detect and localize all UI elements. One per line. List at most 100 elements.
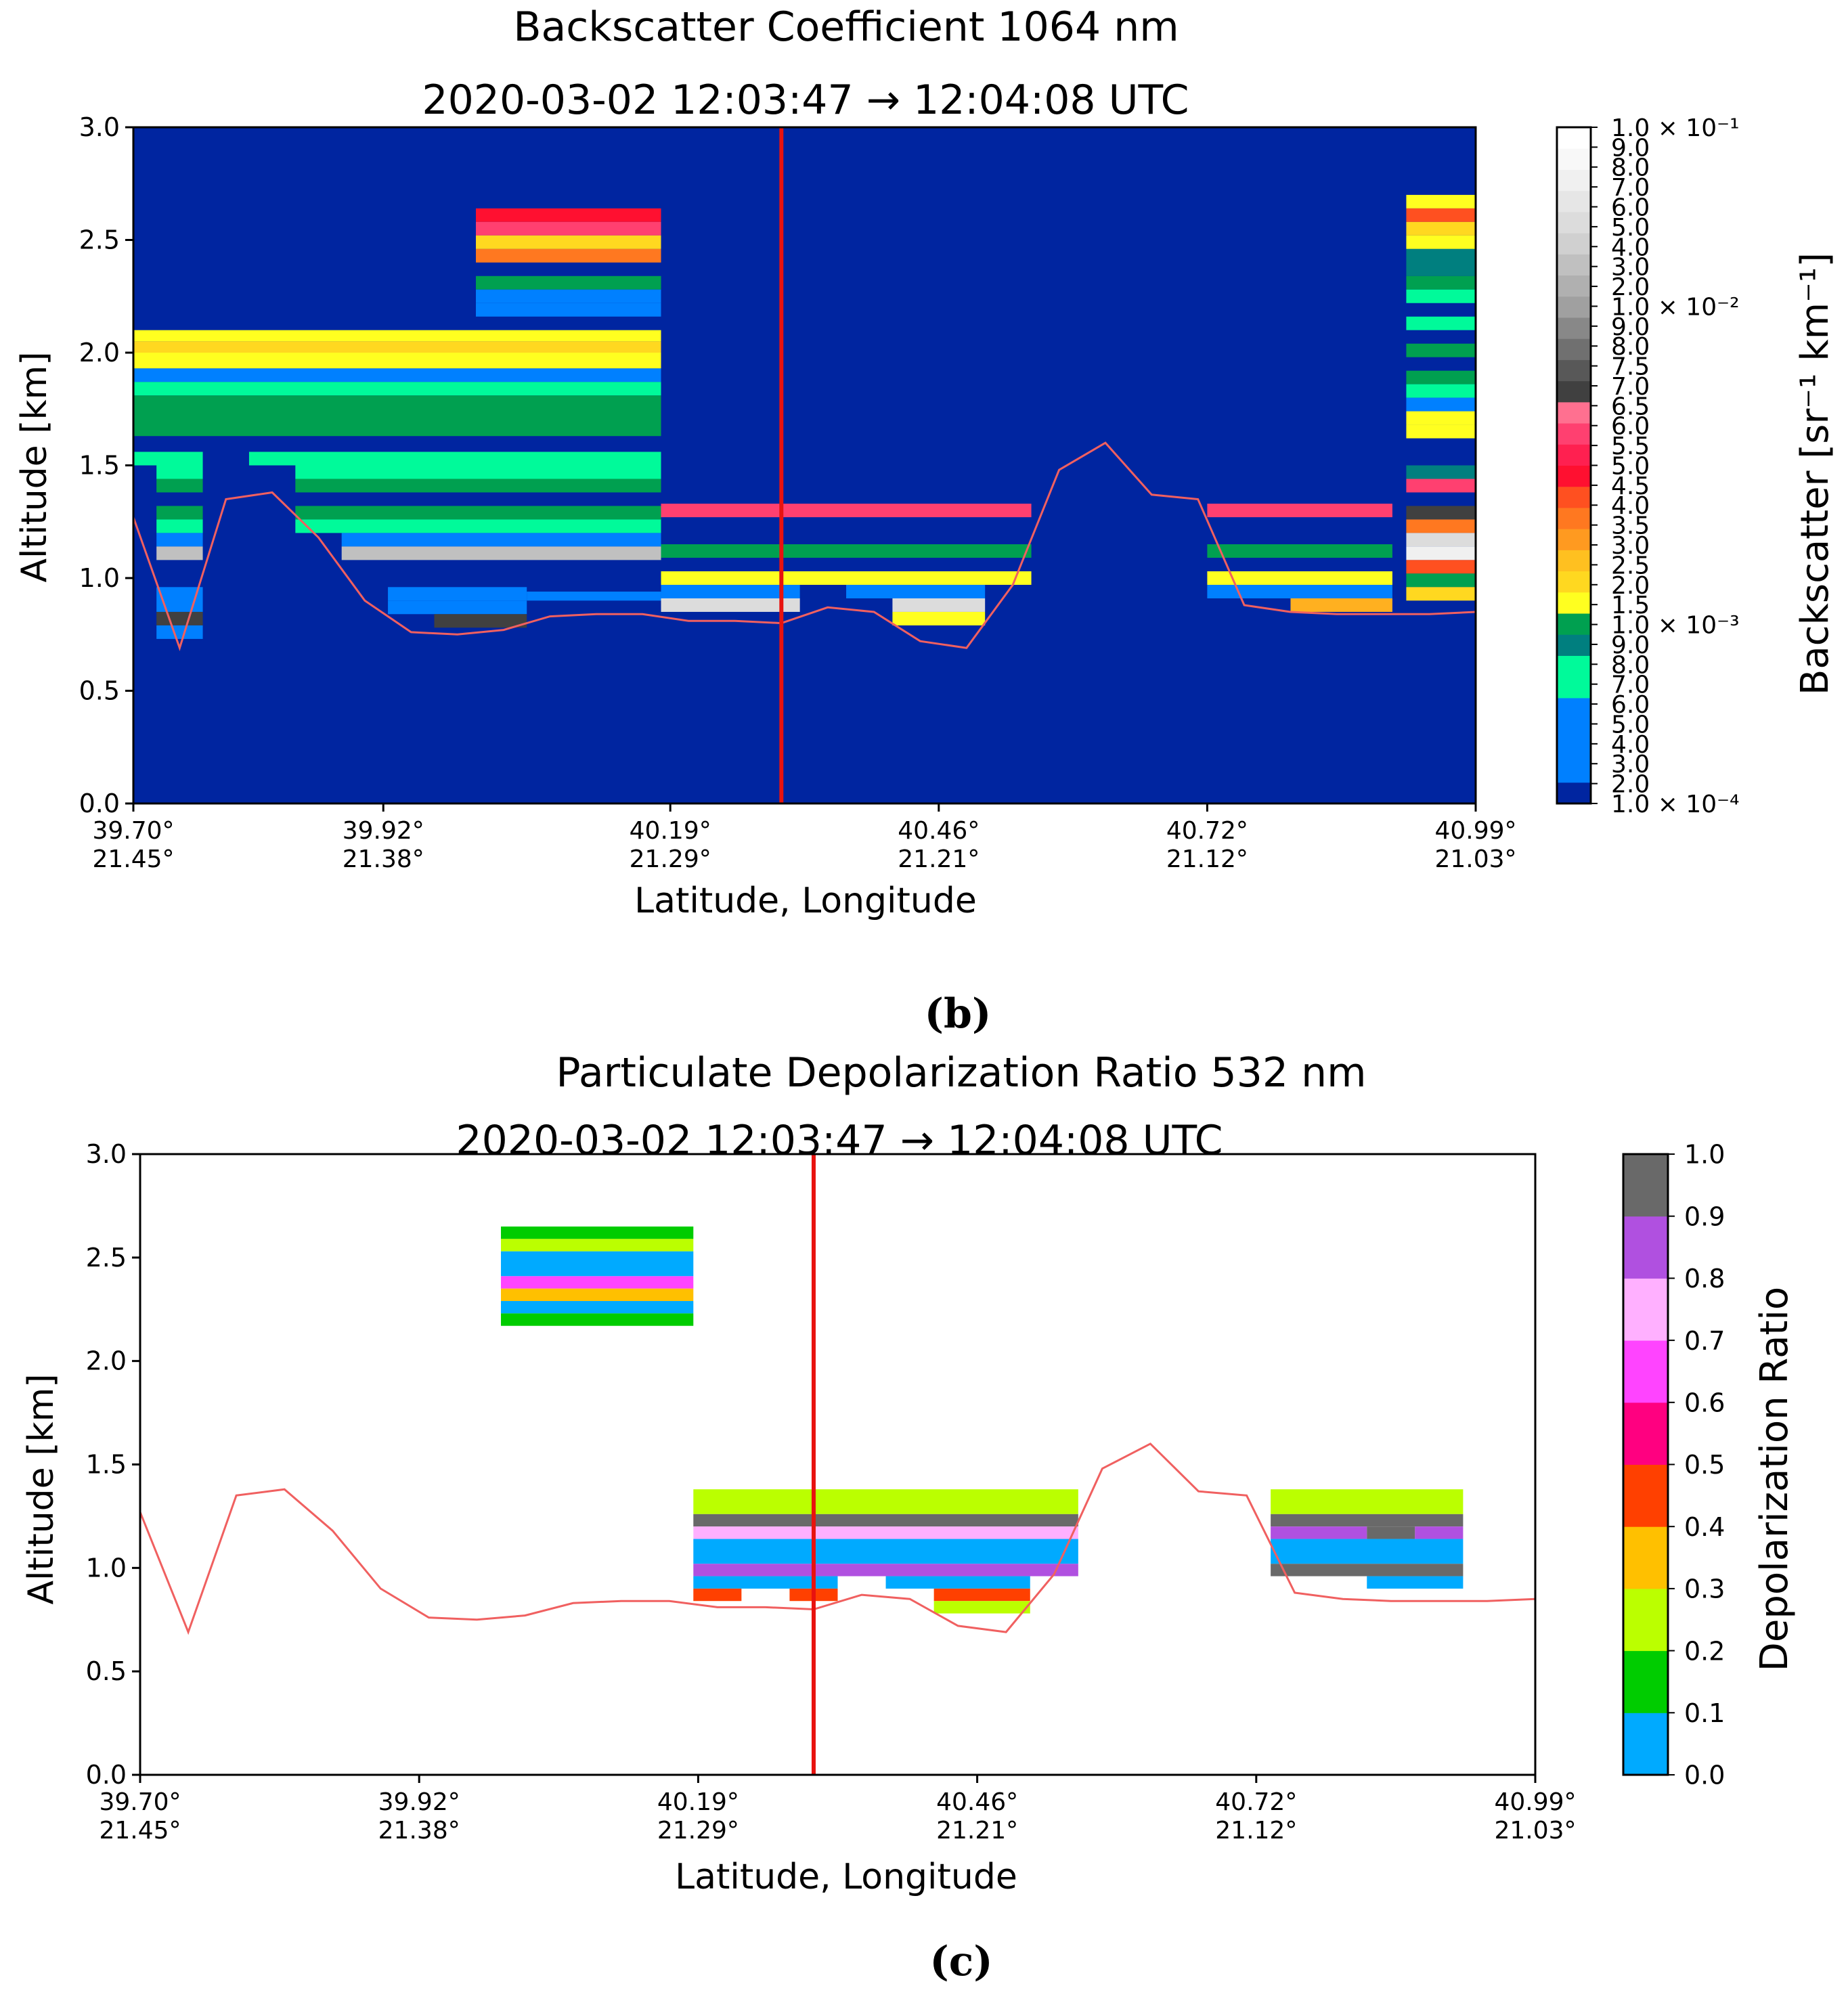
heatmap-cell xyxy=(1406,221,1476,236)
heatmap-cell xyxy=(156,465,203,479)
heatmap-cell xyxy=(501,1313,694,1326)
heatmap-cell xyxy=(133,451,203,466)
x-tick-label-lat: 40.99° xyxy=(1494,1788,1576,1816)
heatmap-cell xyxy=(434,614,527,628)
y-tick-label: 1.0 xyxy=(79,563,120,593)
x-tick-label-lon: 21.38° xyxy=(343,845,424,873)
heatmap-cell xyxy=(892,611,986,625)
colorbar-tick-label: 8.0 xyxy=(1611,651,1650,679)
colorbar-segment xyxy=(1623,1588,1668,1652)
colorbar-segment xyxy=(1557,338,1591,360)
y-tick-label: 0.5 xyxy=(86,1656,127,1686)
x-tick-label-lat: 40.46° xyxy=(936,1788,1018,1816)
colorbar-segment xyxy=(1623,1154,1668,1217)
chart-title: Backscatter Coefficient 1064 nm xyxy=(513,3,1179,51)
colorbar-segment xyxy=(1557,761,1591,783)
y-tick-label: 2.5 xyxy=(86,1243,127,1273)
colorbar-tick-label: 2.0 xyxy=(1611,572,1650,600)
colorbar-tick-label: 0.7 xyxy=(1684,1326,1725,1356)
colorbar-tick-label: 3.0 xyxy=(1611,254,1650,282)
colorbar-segment xyxy=(1557,592,1591,614)
colorbar-tick-label: 2.5 xyxy=(1611,552,1650,579)
heatmap-cell xyxy=(1406,479,1476,493)
y-tick-label: 3.0 xyxy=(86,1139,127,1169)
heatmap-cell xyxy=(1406,343,1476,357)
heatmap-cell xyxy=(133,341,661,353)
colorbar-tick-label: 5.0 xyxy=(1611,214,1650,242)
colorbar-tick-label: 0.1 xyxy=(1684,1698,1725,1728)
y-tick-label: 0.0 xyxy=(86,1760,127,1790)
colorbar-segment xyxy=(1623,1713,1668,1776)
heatmap-cell xyxy=(156,519,203,533)
colorbar-segment xyxy=(1557,148,1591,170)
heatmap-cell xyxy=(476,303,661,317)
colorbar-tick-label: 1.5 xyxy=(1611,592,1650,619)
heatmap-cell xyxy=(476,289,661,303)
depolarization-chart: Particulate Depolarization Ratio 532 nm … xyxy=(21,1049,1797,1985)
heatmap-cell xyxy=(248,451,661,466)
x-tick-label-lat: 39.70° xyxy=(92,817,174,845)
heatmap-cell xyxy=(661,584,800,598)
colorbar-segment xyxy=(1557,359,1591,382)
y-tick-label: 1.0 xyxy=(86,1553,127,1583)
colorbar-tick-label: 6.0 xyxy=(1611,691,1650,719)
colorbar-segment xyxy=(1557,444,1591,466)
heatmap-cell xyxy=(693,1539,1078,1564)
heatmap-cell xyxy=(1406,546,1476,560)
x-tick-label-lat: 40.99° xyxy=(1434,817,1516,845)
y-tick-label: 2.0 xyxy=(79,338,120,368)
heatmap-cell xyxy=(341,533,661,547)
colorbar-segment xyxy=(1623,1650,1668,1713)
y-tick-label: 1.5 xyxy=(79,451,120,481)
heatmap-cell xyxy=(661,504,1032,518)
colorbar-tick-label: 1.0 xyxy=(1684,1140,1725,1170)
heatmap-cell xyxy=(693,1489,1078,1514)
x-tick-label-lat: 39.92° xyxy=(343,817,424,845)
heatmap-cell xyxy=(1367,1576,1464,1589)
heatmap-cell xyxy=(133,330,661,342)
heatmap-cell xyxy=(1406,235,1476,249)
colorbar-tick-label: 4.0 xyxy=(1611,731,1650,759)
y-axis-label: Altitude [km] xyxy=(14,351,55,582)
x-tick-label-lat: 39.70° xyxy=(99,1788,181,1816)
colorbar-tick-label: 9.0 xyxy=(1611,632,1650,659)
colorbar-tick-label: 8.0 xyxy=(1611,154,1650,182)
heatmap-cell xyxy=(156,611,203,625)
colorbar-segment xyxy=(1623,1464,1668,1527)
heatmap-cell xyxy=(1406,533,1476,547)
colorbar-tick-label: 5.0 xyxy=(1611,711,1650,738)
colorbar-segment xyxy=(1557,655,1591,678)
heatmap-cell xyxy=(1406,289,1476,303)
heatmap-cell xyxy=(1406,208,1476,222)
heatmap-cell xyxy=(892,598,986,612)
heatmap-cell xyxy=(501,1276,694,1289)
colorbar-tick-label: 0.3 xyxy=(1684,1574,1725,1604)
x-tick-label-lon: 21.45° xyxy=(92,845,174,873)
colorbar-segment xyxy=(1557,233,1591,255)
heatmap-cell xyxy=(1406,397,1476,412)
y-tick-label: 0.5 xyxy=(79,676,120,706)
colorbar-tick-label: 1.0 × 10⁻¹ xyxy=(1611,114,1740,142)
colorbar-segment xyxy=(1557,169,1591,192)
heatmap-cell xyxy=(1406,384,1476,398)
heatmap-cell xyxy=(1271,1539,1464,1564)
colorbar-tick-label: 0.8 xyxy=(1684,1264,1725,1294)
colorbar-tick-label: 0.4 xyxy=(1684,1512,1725,1542)
heatmap-cell xyxy=(1406,465,1476,479)
colorbar-tick-label: 4.0 xyxy=(1611,234,1650,261)
colorbar-tick-label: 3.0 xyxy=(1611,532,1650,560)
heatmap-cell xyxy=(341,546,661,560)
colorbar-segment xyxy=(1557,550,1591,572)
colorbar-segment xyxy=(1557,782,1591,804)
colorbar-tick-label: 0.2 xyxy=(1684,1636,1725,1666)
heatmap-cell xyxy=(501,1251,694,1277)
colorbar-tick-label: 0.6 xyxy=(1684,1388,1725,1417)
colorbar-segment xyxy=(1557,697,1591,720)
colorbar-segment xyxy=(1557,740,1591,762)
heatmap-cell xyxy=(1207,584,1392,598)
heatmap-cell xyxy=(156,506,203,520)
heatmap-cell xyxy=(388,600,527,615)
colorbar-tick-label: 6.0 xyxy=(1611,413,1650,441)
colorbar-segment xyxy=(1557,317,1591,339)
heatmap-cell xyxy=(885,1576,1030,1589)
